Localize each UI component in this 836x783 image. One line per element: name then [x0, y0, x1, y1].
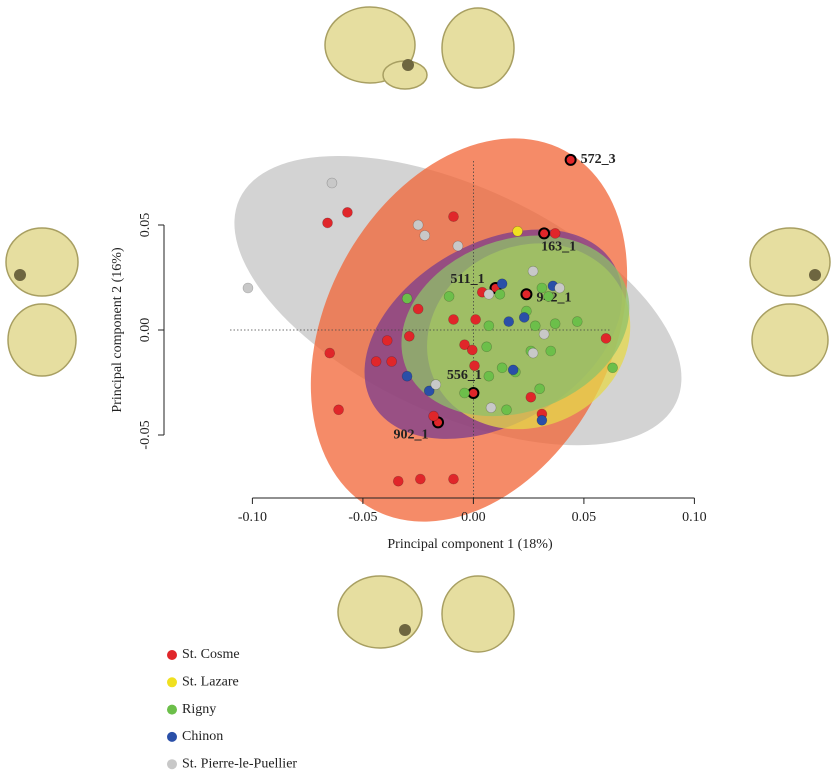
data-point [404, 330, 415, 342]
data-point [481, 341, 492, 353]
data-point [370, 356, 382, 367]
skull-left-lateral [5, 227, 79, 297]
data-point [538, 328, 550, 340]
y-tick-label: -0.05 [138, 420, 153, 449]
data-point [536, 282, 548, 294]
point-label: 902_1 [394, 428, 429, 443]
data-point [534, 383, 546, 395]
data-point [496, 278, 508, 290]
data-point [430, 379, 442, 390]
data-point [242, 282, 254, 294]
data-point [600, 333, 612, 344]
data-point [412, 219, 424, 231]
legend-marker [167, 731, 177, 742]
data-point [503, 316, 515, 327]
legend-marker [167, 759, 177, 770]
data-point [538, 227, 551, 240]
point-label: 163_1 [541, 240, 576, 255]
data-point [322, 217, 333, 229]
data-point [448, 473, 459, 485]
data-point [333, 404, 344, 416]
skull-left-frontal [7, 303, 77, 377]
data-point [529, 320, 541, 332]
skull-bottom-lateral [337, 575, 423, 649]
data-point [483, 288, 495, 300]
x-tick-label: -0.05 [348, 510, 377, 525]
data-point [607, 362, 618, 374]
data-point [470, 314, 481, 325]
data-point [326, 177, 338, 189]
skull-top-lateral [324, 6, 428, 90]
data-point [401, 370, 413, 382]
data-point [536, 414, 548, 426]
skull-right-lateral [749, 227, 831, 297]
legend-marker [167, 650, 177, 660]
data-point [324, 347, 336, 359]
data-point [386, 356, 397, 367]
legend-label: St. Lazare [182, 675, 239, 690]
data-point [452, 240, 464, 252]
data-point [423, 385, 435, 397]
point-label: 556_1 [447, 368, 482, 383]
data-point [543, 291, 554, 302]
data-point [415, 473, 426, 485]
data-point [342, 207, 353, 218]
data-point [428, 410, 439, 422]
data-point [496, 362, 508, 374]
data-point [401, 293, 413, 304]
data-point [564, 153, 577, 166]
legend-label: St. Pierre-le-Puellier [182, 756, 297, 771]
data-point [466, 344, 478, 356]
y-tick-label: 0.00 [138, 318, 153, 343]
data-point [483, 370, 495, 382]
skull-bottom-frontal [441, 575, 515, 653]
data-point [485, 402, 497, 414]
data-point [571, 316, 583, 327]
data-point [459, 387, 470, 399]
confidence-ellipse [401, 235, 630, 417]
data-point [549, 228, 561, 239]
data-point [554, 282, 565, 294]
data-point [494, 288, 506, 300]
data-point [412, 303, 424, 315]
data-point [527, 347, 539, 359]
y-tick-label: 0.05 [138, 213, 153, 238]
point-label: 572_3 [581, 152, 616, 167]
data-point [501, 404, 512, 416]
data-point [527, 265, 539, 277]
legend-label: Rigny [182, 702, 216, 717]
x-tick-label: 0.10 [682, 510, 707, 525]
skull-right-frontal [751, 303, 829, 377]
data-point [381, 335, 393, 346]
y-axis-label: Principal component 2 (16%) [110, 247, 125, 413]
data-point [549, 318, 561, 330]
data-point [525, 391, 537, 403]
data-point [545, 345, 557, 357]
x-axis-label: Principal component 1 (18%) [387, 537, 553, 552]
legend-label: Chinon [182, 729, 223, 744]
data-point [392, 475, 404, 487]
data-point [459, 339, 470, 351]
legend-marker [167, 677, 177, 688]
x-tick-label: -0.10 [238, 510, 267, 525]
legend-label: St. Cosme [182, 647, 240, 662]
data-point [448, 211, 459, 222]
data-point [512, 226, 523, 237]
data-point [467, 387, 480, 399]
skull-top-frontal [441, 7, 515, 89]
x-tick-label: 0.00 [461, 510, 486, 525]
data-point [520, 288, 533, 301]
data-point [518, 312, 530, 323]
legend-marker [167, 704, 177, 715]
data-point [469, 360, 480, 372]
data-point [443, 291, 455, 302]
x-tick-label: 0.05 [572, 510, 597, 525]
point-label: 511_1 [450, 272, 484, 287]
data-point [507, 364, 519, 376]
data-point [419, 230, 431, 241]
skull-images [5, 6, 831, 653]
data-point [483, 320, 495, 332]
data-point [448, 314, 459, 325]
